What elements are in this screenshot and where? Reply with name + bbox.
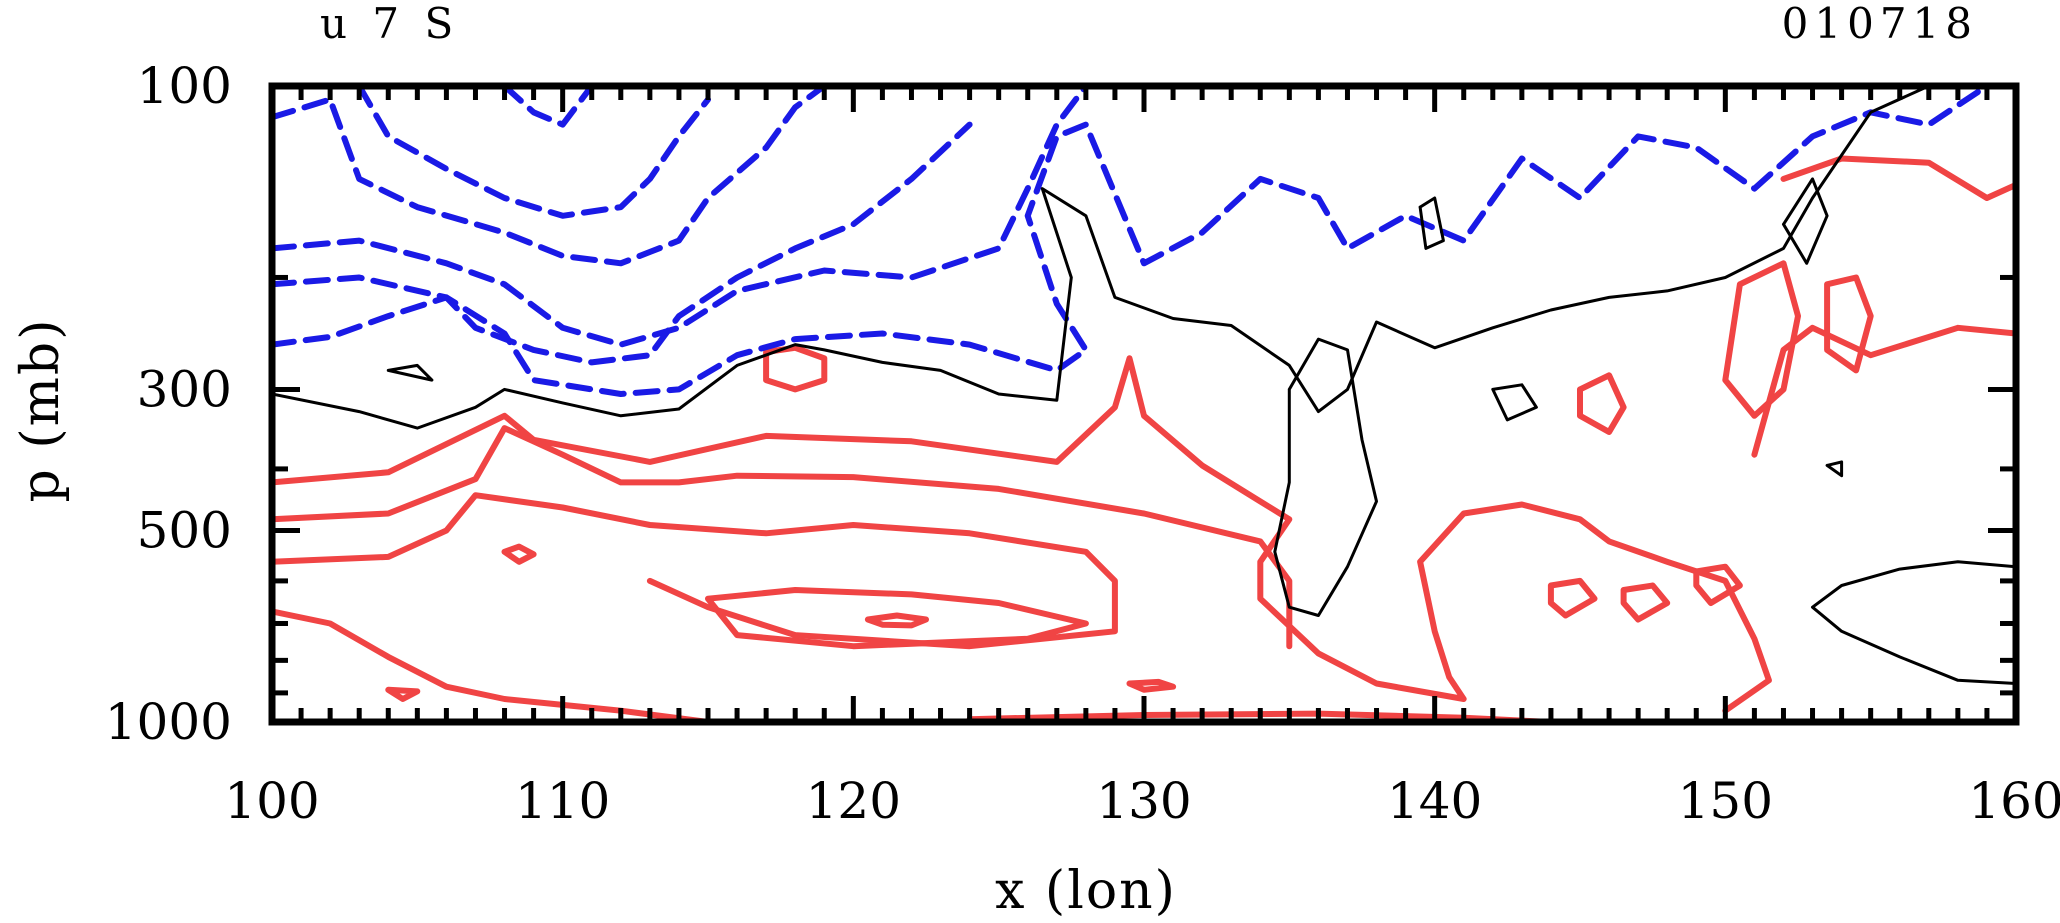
- contour-line-positive-18: [385, 686, 421, 702]
- contour-line-negative-4: [356, 86, 711, 219]
- x-axis-title: x (lon): [995, 861, 1177, 921]
- y-tick-label: 300: [137, 360, 232, 418]
- contour-line-negative-5: [501, 86, 595, 128]
- contour-line-zero-3: [1491, 383, 1538, 422]
- contour-line-zero-7: [386, 363, 434, 382]
- contour-line-positive-10: [1780, 155, 2016, 201]
- y-tick-label: 1000: [105, 693, 232, 751]
- contour-line-positive-16: [1126, 678, 1177, 693]
- x-tick-label: 110: [515, 772, 610, 830]
- contour-line-zero-4: [1418, 196, 1445, 250]
- contour-line-positive-0: [272, 355, 1772, 714]
- plot-frame: [268, 82, 2020, 726]
- x-tick-label: 160: [1968, 772, 2060, 830]
- contour-line-positive-7: [501, 543, 537, 565]
- contour-line-positive-13: [1547, 577, 1598, 619]
- contour-line-negative-3: [272, 86, 828, 267]
- x-tick-label: 100: [224, 772, 319, 830]
- contour-line-positive-6: [763, 344, 828, 393]
- contour-line-zero-6: [1825, 460, 1844, 478]
- contour-line-positive-15: [1693, 563, 1743, 606]
- y-axis-title: p (mb): [11, 318, 71, 503]
- contour-line-zero-5: [1811, 560, 2016, 685]
- x-tick-labels: 100 110 120 130 140 150 160: [224, 772, 2060, 830]
- contour-line-positive-11: [1751, 324, 2016, 458]
- y-tick-label: 500: [137, 502, 232, 560]
- x-tick-label: 150: [1678, 772, 1773, 830]
- contour-line-positive-4: [864, 612, 929, 629]
- contour-line-positive-5: [272, 608, 711, 722]
- contour-line-zero-2: [1782, 177, 1829, 265]
- contour-line-zero-1: [1273, 337, 1378, 617]
- contour-line-zero-0: [272, 86, 2016, 430]
- contour-line-positive-8: [1722, 260, 1801, 419]
- x-tick-label: 120: [806, 772, 901, 830]
- chart-title-left: u 7 S: [320, 0, 459, 48]
- contour-line-positive-9: [1577, 372, 1627, 435]
- x-tick-label: 140: [1387, 772, 1482, 830]
- contour-line-negative-1: [272, 86, 1089, 348]
- contour-line-positive-1: [272, 425, 1293, 650]
- contour-line-positive-12: [1824, 274, 1874, 374]
- y-tick-labels: 1000 500 300 100: [105, 57, 232, 751]
- contour-layer: [272, 86, 2016, 722]
- contour-line-positive-2: [272, 492, 1118, 650]
- contour-line-positive-14: [1620, 582, 1671, 623]
- y-tick-label: 100: [137, 57, 232, 115]
- contour-line-positive-3: [705, 587, 1089, 650]
- chart-title-right: 010718: [1782, 0, 1978, 48]
- x-tick-label: 130: [1096, 772, 1191, 830]
- contour-line-negative-0: [272, 86, 1990, 397]
- contour-line-negative-2: [272, 121, 973, 366]
